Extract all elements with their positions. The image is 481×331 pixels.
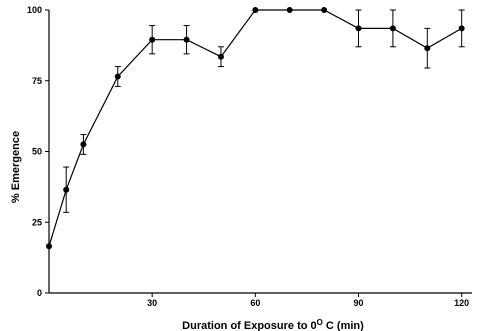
data-point — [286, 7, 293, 13]
data-point — [321, 7, 328, 13]
data-point — [217, 53, 224, 60]
axes — [48, 10, 472, 294]
y-tick-label: 50 — [32, 147, 42, 157]
y-tick-label: 25 — [32, 217, 42, 227]
data-point — [458, 25, 465, 32]
data-point — [114, 73, 121, 80]
data-points — [46, 7, 465, 250]
data-point — [63, 186, 70, 193]
x-tick-label: 90 — [354, 298, 364, 308]
data-point — [389, 25, 396, 32]
x-tick-label: 120 — [454, 298, 469, 308]
x-tick-label: 30 — [147, 298, 157, 308]
x-axis-label-superscript: O — [317, 318, 323, 327]
data-point — [355, 25, 362, 32]
data-point — [149, 36, 156, 43]
error-bars — [63, 9, 465, 213]
x-axis-label: Duration of Exposure to 0O C (min) — [182, 318, 364, 331]
data-point — [183, 36, 190, 43]
x-tick-label: 60 — [250, 298, 260, 308]
ticks: 0 25 50 75 100 30 60 90 120 — [27, 5, 469, 308]
data-point — [252, 7, 259, 13]
data-point — [424, 45, 431, 52]
series-line — [48, 9, 462, 247]
y-axis-label: % Emergence — [10, 131, 22, 203]
y-tick-label: 0 — [37, 288, 42, 298]
data-point — [80, 141, 87, 148]
data-point — [46, 243, 52, 250]
y-tick-label: 100 — [27, 5, 42, 15]
y-tick-label: 75 — [32, 76, 42, 86]
